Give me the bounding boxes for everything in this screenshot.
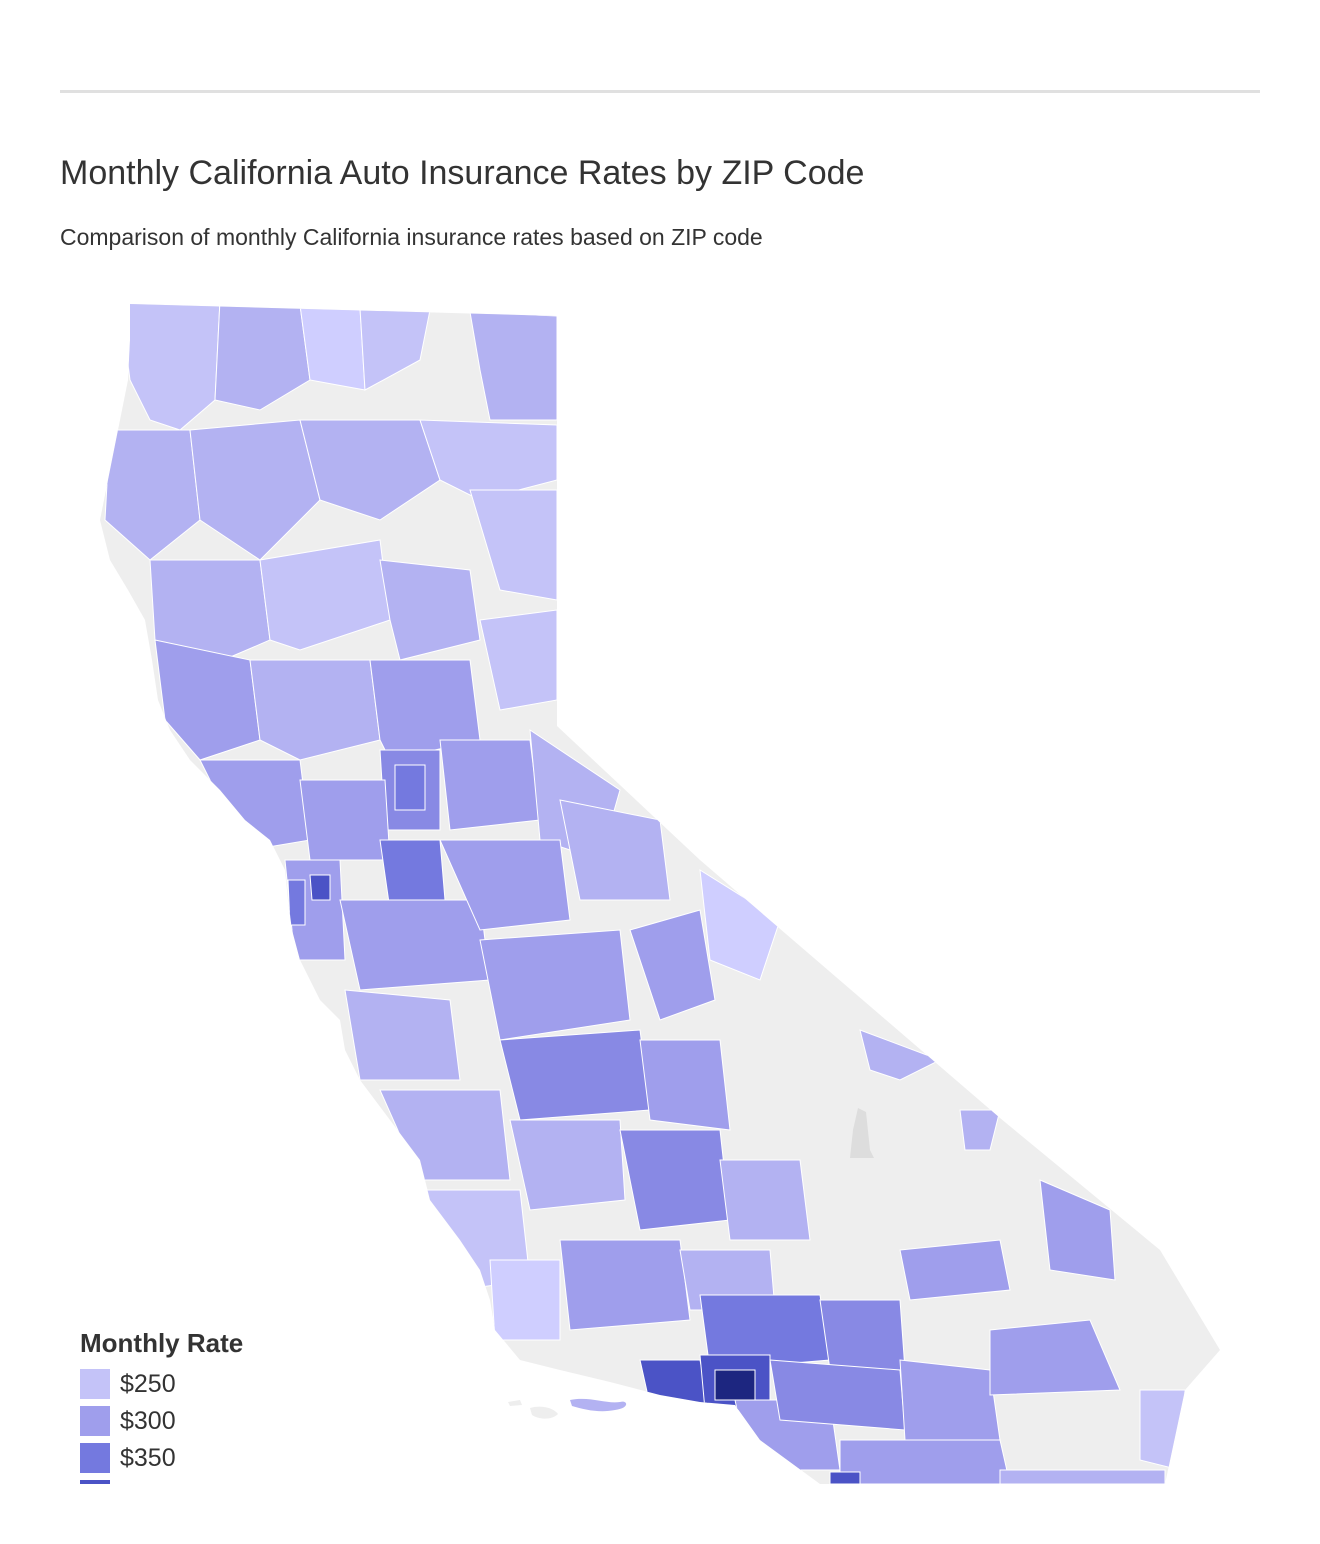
legend-item-250: $250	[80, 1369, 340, 1399]
legend-swatch	[80, 1406, 110, 1436]
legend-label: $350	[120, 1443, 176, 1472]
legend-item-300: $300	[80, 1406, 340, 1436]
legend-label: $250	[120, 1369, 176, 1398]
map-legend: Monthly Rate $250 $300 $350	[80, 1328, 340, 1484]
legend-swatch	[80, 1443, 110, 1473]
legend-item-350: $350	[80, 1443, 340, 1473]
island-san-miguel	[508, 1400, 522, 1406]
chart-subtitle: Comparison of monthly California insuran…	[60, 224, 763, 250]
chart-title: Monthly California Auto Insurance Rates …	[60, 154, 865, 192]
lake	[850, 1108, 874, 1158]
top-divider	[60, 90, 1260, 93]
zip-regions	[104, 304, 1186, 1484]
legend-swatch	[80, 1480, 110, 1484]
california-zip-map	[0, 290, 1320, 1484]
island-santa-cruz	[570, 1398, 627, 1412]
legend-item-400	[80, 1480, 340, 1484]
island-santa-rosa	[530, 1406, 558, 1419]
legend-swatch	[80, 1369, 110, 1399]
legend-label: $300	[120, 1406, 176, 1435]
legend-title: Monthly Rate	[80, 1328, 244, 1358]
